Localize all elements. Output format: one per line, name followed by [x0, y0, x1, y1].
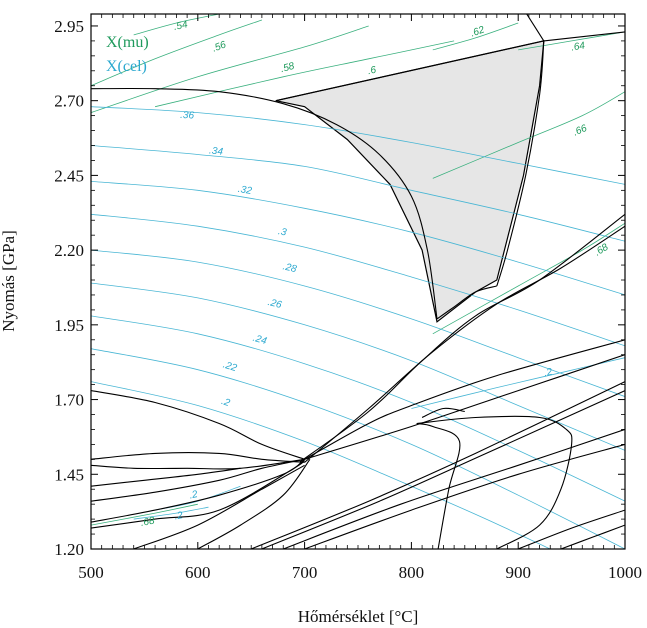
y-tick-label: 1.45 [54, 465, 84, 484]
contour-label-layer: .54 .56 .58 .6 .62 .64 .66 .68 .68 .36 .34 .32 .3 .28… [140, 19, 611, 529]
mu-contour-label: .68 [593, 242, 611, 259]
x-axis-title: Hőmérséklet [°C] [298, 607, 419, 626]
cel-contour-label: .32 [237, 184, 253, 197]
phase-boundary-line [543, 31, 625, 42]
cel-isopleth [133, 506, 209, 520]
y-tick-label: 2.45 [54, 166, 84, 185]
x-tick-label: 500 [78, 563, 104, 582]
cel-isopleth [91, 282, 625, 451]
y-tick-label: 2.95 [54, 17, 84, 36]
mu-contour-label: .54 [173, 19, 189, 33]
phase-boundary-line [416, 422, 461, 549]
phase-boundary-line [283, 428, 625, 549]
cel-contour-label: .26 [267, 297, 284, 311]
phase-boundary-line [304, 443, 625, 549]
mu-isopleth [432, 91, 625, 179]
x-tick-label: 800 [399, 563, 425, 582]
phase-boundary-line [91, 458, 306, 529]
cel-contour-label: .24 [251, 333, 268, 347]
x-tick-label: 600 [185, 563, 211, 582]
cel-isopleth [91, 348, 625, 549]
phase-boundary-line [197, 458, 311, 549]
mu-contour-label: .58 [279, 61, 296, 75]
mu-isopleth [91, 19, 263, 87]
mu-isopleth-layer [91, 14, 625, 526]
phase-boundary-line [304, 225, 625, 463]
mu-contour-label: .64 [570, 40, 586, 53]
cel-isopleth [91, 249, 625, 397]
mu-isopleth [91, 503, 198, 526]
phase-boundary-layer [91, 14, 625, 549]
cel-contour-label: .36 [180, 110, 195, 122]
mu-isopleth [91, 25, 369, 113]
mu-isopleth [432, 22, 519, 51]
cel-contour-label: .2 [220, 396, 232, 409]
y-tick-label: 2.20 [54, 241, 84, 260]
cel-isopleth [91, 315, 625, 502]
stable-field-polygon [275, 40, 545, 323]
x-tick-label: 900 [505, 563, 531, 582]
phase-boundary-line [416, 415, 573, 549]
cel-contour-label: .2 [543, 366, 554, 379]
stability-field-layer [275, 40, 545, 323]
legend: X(mu) X(cel) [106, 34, 149, 75]
plot-area: .54 .56 .58 .6 .62 .64 .66 .68 .68 .36 .34 .32 .3 .28… [91, 14, 625, 549]
phase-boundary-line [91, 87, 438, 319]
phase-boundary-line [436, 285, 497, 320]
phase-boundary-line [91, 452, 305, 463]
phase-boundary-line [250, 381, 625, 549]
mu-contour-label: .62 [469, 24, 486, 39]
mu-contour-label: .56 [211, 39, 228, 54]
phase-boundary-line [275, 40, 544, 102]
phase-boundary-line [526, 14, 545, 42]
phase-boundary-line [91, 390, 305, 460]
cel-isopleth [91, 213, 625, 347]
y-tick-label: 1.70 [54, 391, 84, 410]
cel-contour-label: .34 [208, 145, 223, 158]
phase-boundary-line [91, 458, 305, 470]
cel-isopleth-layer [91, 106, 625, 549]
mu-isopleth [155, 40, 455, 108]
phase-boundary-line [91, 458, 305, 502]
y-tick-label: 2.70 [54, 92, 84, 111]
cel-isopleth [91, 106, 625, 185]
legend-entry-cel: X(cel) [106, 58, 147, 75]
mu-contour-label: .6 [367, 65, 378, 78]
phase-boundary-line [304, 354, 625, 460]
legend-entry-mu: X(mu) [106, 34, 149, 51]
cel-isopleth [91, 381, 551, 549]
phase-boundary-line [421, 407, 465, 419]
cel-contour-label: .2 [188, 489, 199, 502]
phase-boundary-line [304, 339, 625, 460]
cel-isopleth [91, 181, 625, 296]
phase-boundary-line [133, 464, 305, 549]
phase-boundary-line [298, 213, 625, 463]
cel-contour-label: .2 [174, 510, 185, 522]
cel-contour-label: .3 [277, 226, 288, 238]
axis-ticks: 500 600 700 800 900 1000 1.20 1.45 1.70 1.95 2.20 2… [54, 14, 642, 582]
mu-isopleth [518, 31, 625, 51]
y-axis-title: Nyomás [GPa] [0, 230, 18, 332]
cel-isopleth [91, 145, 625, 242]
cel-contour-label: .22 [221, 360, 238, 375]
x-tick-label: 1000 [608, 563, 642, 582]
phase-boundary-line [91, 467, 241, 487]
phase-boundary-line [517, 509, 625, 549]
y-tick-label: 1.20 [54, 540, 84, 559]
cel-contour-label: .28 [282, 261, 298, 275]
y-tick-label: 1.95 [54, 316, 84, 335]
phase-boundary-line [496, 40, 545, 287]
mu-contour-label: .68 [140, 515, 156, 528]
mu-contour-label: .66 [572, 123, 589, 139]
phase-boundary-line [261, 390, 625, 549]
mu-isopleth [133, 14, 220, 36]
x-tick-label: 700 [292, 563, 318, 582]
phase-boundary-line [560, 524, 625, 549]
